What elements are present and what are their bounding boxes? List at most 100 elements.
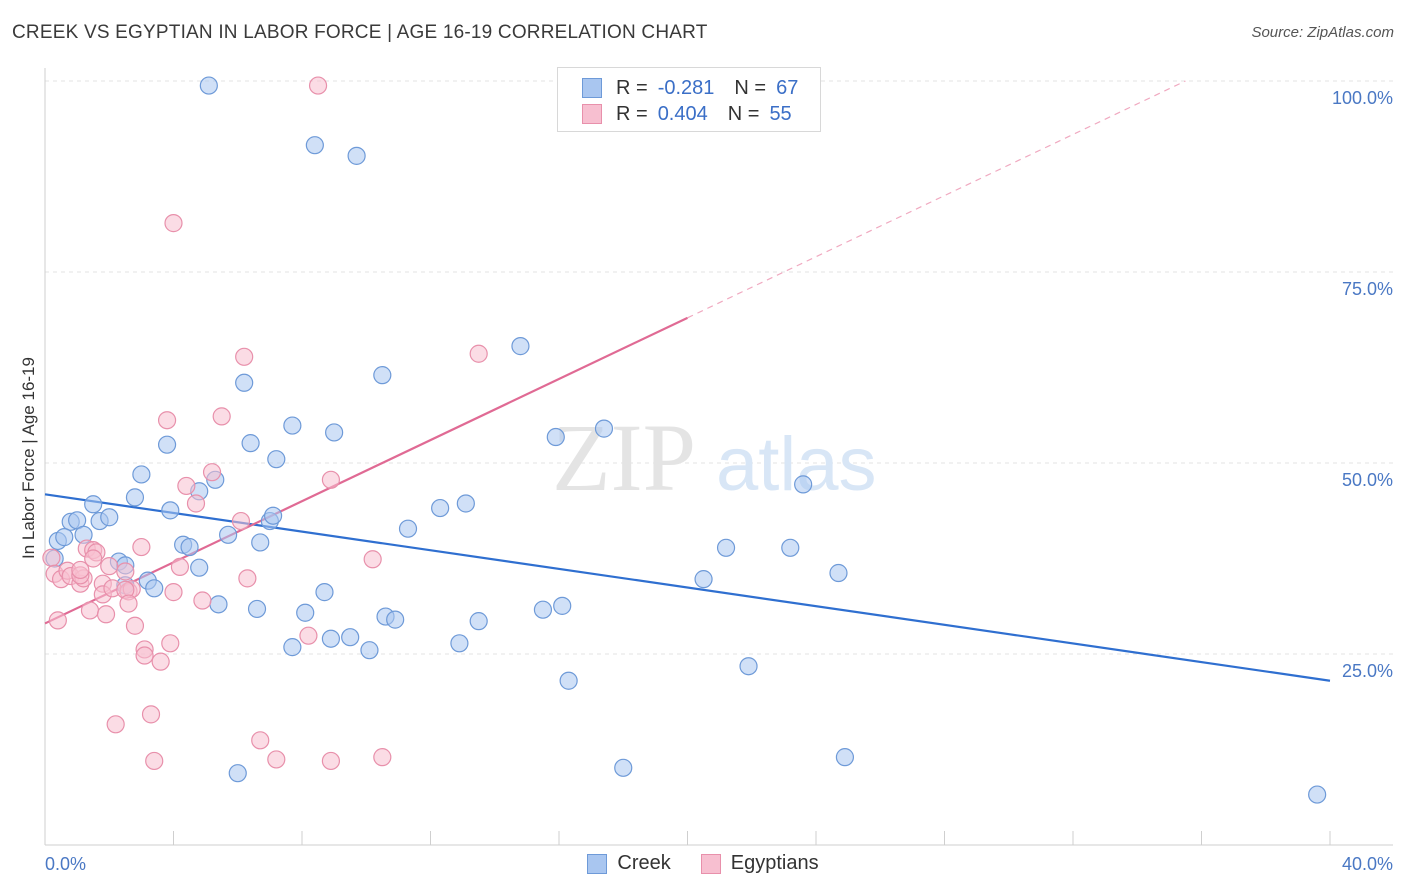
creek-point: [781, 538, 800, 557]
egyptians-point: [469, 344, 488, 363]
tick-labels: 25.0% 50.0% 75.0% 100.0% 0.0% 40.0%: [45, 88, 1393, 874]
creek-point: [100, 508, 119, 527]
grid-lines: [45, 80, 1393, 655]
creek-swatch: [582, 78, 602, 98]
creek-point: [347, 146, 366, 165]
creek-point: [325, 423, 344, 442]
creek-point: [209, 595, 228, 614]
egyptians-point: [151, 652, 170, 671]
egyptians-point: [212, 407, 231, 426]
source-credit: Source: ZipAtlas.com: [1251, 24, 1394, 41]
y-tick-label: 100.0%: [1332, 88, 1393, 108]
egyptians-point: [71, 560, 90, 580]
egyptians-trend-extension: [687, 80, 1186, 319]
series-legend: Creek Egyptians: [0, 852, 1406, 875]
creek-point: [251, 533, 270, 552]
creek-point: [305, 136, 324, 155]
creek-point: [533, 600, 553, 619]
egyptians-point: [157, 411, 177, 430]
egyptians-point: [164, 214, 183, 233]
egyptians-point: [321, 751, 341, 771]
creek-point: [283, 638, 302, 657]
creek-point: [511, 337, 530, 356]
creek-point: [219, 525, 238, 544]
creek-r-label: R =: [616, 76, 648, 99]
egyptians-point: [235, 347, 254, 366]
y-tick-label: 25.0%: [1342, 661, 1393, 681]
creek-legend-swatch: [587, 853, 608, 874]
creek-point: [398, 519, 418, 538]
axes: [44, 68, 1393, 846]
y-tick-label: 50.0%: [1342, 470, 1393, 490]
creek-point: [125, 488, 145, 507]
creek-point: [835, 748, 855, 767]
legend-row-egyptians: R = 0.404 N = 55: [582, 102, 792, 126]
egyptians-point: [80, 601, 100, 620]
egyptians-point: [84, 549, 103, 568]
egyptians-point: [100, 557, 119, 576]
egyptians-point: [308, 76, 328, 95]
egyptians-point: [299, 626, 318, 645]
creek-point: [315, 583, 334, 602]
egyptians-point: [161, 634, 180, 653]
creek-point: [341, 628, 360, 647]
creek-point: [450, 634, 469, 653]
egyptians-point: [186, 494, 206, 513]
egyptians-point: [116, 562, 135, 581]
creek-point: [180, 537, 199, 557]
creek-point: [247, 599, 267, 619]
egyptians-point: [132, 537, 151, 557]
egyptians-point: [231, 511, 251, 531]
egyptians-point: [141, 705, 161, 724]
creek-point: [694, 570, 713, 589]
egyptians-point: [164, 583, 183, 602]
egyptians-point: [363, 550, 382, 569]
correlation-legend: R = -0.281 N = 67 R = 0.404 N = 55: [557, 67, 821, 132]
creek-point: [431, 498, 450, 518]
creek-r-value: -0.281: [657, 76, 715, 99]
egyptians-point: [48, 611, 67, 630]
data-points: [42, 76, 1327, 804]
creek-point: [456, 494, 475, 513]
egyptians-point: [135, 646, 154, 665]
egyptians-point: [145, 751, 164, 771]
egyptians-point: [119, 594, 138, 613]
creek-point: [559, 671, 578, 690]
y-axis-label: In Labor Force | Age 16-19: [19, 357, 38, 559]
creek-point: [321, 629, 341, 648]
legend-row-creek: R = -0.281 N = 67: [582, 76, 798, 100]
egyptians-swatch: [582, 104, 602, 124]
creek-point: [145, 579, 164, 598]
creek-point: [1308, 785, 1327, 804]
creek-point: [84, 495, 103, 514]
chart-title: CREEK VS EGYPTIAN IN LABOR FORCE | AGE 1…: [12, 22, 708, 43]
egyptians-point: [373, 748, 392, 767]
y-tick-label: 75.0%: [1342, 279, 1393, 299]
egyptians-point: [202, 463, 222, 482]
creek-point: [386, 610, 405, 629]
watermark: ZIP atlas: [552, 404, 877, 511]
egyptians-point: [267, 750, 286, 769]
egyptians-point: [125, 616, 145, 635]
watermark-zip: ZIP: [552, 404, 696, 511]
creek-n-label: N =: [734, 76, 767, 99]
creek-point: [739, 657, 758, 676]
egyptians-legend-swatch: [700, 853, 721, 874]
creek-point: [263, 506, 283, 525]
egyptians-r-label: R =: [616, 102, 648, 125]
creek-point: [594, 419, 614, 438]
egyptians-legend-label: Egyptians: [730, 852, 819, 874]
egyptians-point: [251, 731, 270, 750]
legend-item-creek: Creek: [587, 852, 671, 875]
creek-point: [161, 501, 180, 520]
legend-item-egyptians: Egyptians: [700, 852, 819, 875]
egyptians-n-value: 55: [769, 102, 792, 125]
creek-point: [296, 603, 315, 622]
creek-point: [132, 465, 151, 484]
egyptians-point: [106, 715, 125, 734]
egyptians-r-value: 0.404: [657, 102, 708, 125]
creek-point: [157, 435, 177, 454]
creek-point: [283, 416, 302, 435]
creek-point: [235, 373, 254, 392]
